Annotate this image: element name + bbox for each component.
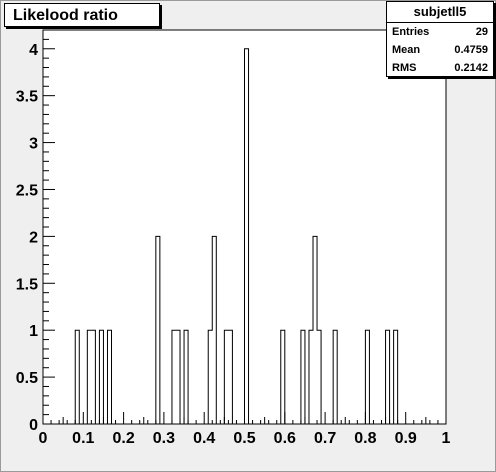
histogram-bin — [394, 330, 398, 424]
y-tick-label: 1.5 — [16, 276, 38, 293]
stats-histogram-name: subjetll5 — [387, 2, 493, 23]
y-tick-label: 0 — [29, 417, 38, 434]
y-tick-label: 2.5 — [16, 182, 38, 199]
y-tick-label: 3 — [29, 136, 38, 153]
x-tick-label: 0.2 — [112, 430, 134, 447]
histogram-bin — [172, 330, 176, 424]
chart-title: Likelood ratio — [4, 3, 160, 27]
stats-value: 0.4759 — [454, 44, 488, 56]
stats-value: 0.2142 — [454, 62, 488, 74]
histogram-bin — [176, 330, 180, 424]
x-tick-label: 0.5 — [233, 430, 255, 447]
histogram-bin — [208, 330, 212, 424]
histogram-bin — [91, 330, 95, 424]
histogram-bin — [87, 330, 91, 424]
stats-row-rms: RMS 0.2142 — [387, 59, 493, 77]
histogram-bin — [184, 330, 188, 424]
histogram-bin — [212, 236, 216, 424]
stats-value: 29 — [475, 26, 488, 38]
histogram-bin — [107, 330, 111, 424]
y-tick-label: 4 — [29, 42, 38, 59]
y-tick-label: 1 — [29, 323, 38, 340]
x-tick-label: 0.4 — [193, 430, 215, 447]
x-tick-label: 0.3 — [153, 430, 175, 447]
x-tick-label: 0 — [39, 430, 48, 447]
histogram-bin — [228, 330, 232, 424]
x-tick-label: 0.9 — [395, 430, 417, 447]
x-tick-label: 1 — [442, 430, 451, 447]
x-tick-label: 0.6 — [274, 430, 296, 447]
x-tick-label: 0.1 — [72, 430, 94, 447]
histogram-bin — [245, 49, 249, 424]
histogram-bin — [156, 236, 160, 424]
stats-label: Mean — [392, 44, 421, 56]
y-tick-label: 3.5 — [16, 89, 38, 106]
x-axis-ticks: 0 0.1 0.2 0.3 0.4 0.5 0.6 0.7 0.8 0.9 1 — [39, 412, 451, 447]
histogram-bin — [333, 330, 337, 424]
stats-label: RMS — [392, 62, 417, 74]
histogram-bin — [313, 236, 317, 424]
x-tick-label: 0.8 — [354, 430, 376, 447]
y-axis-ticks: 0 0.5 1 1.5 2 2.5 3 3.5 4 — [16, 29, 55, 434]
histogram-bin — [386, 330, 390, 424]
histogram-bin — [75, 330, 79, 424]
stats-label: Entries — [392, 26, 430, 38]
x-tick-label: 0.7 — [314, 430, 336, 447]
stats-row-entries: Entries 29 — [387, 23, 493, 41]
histogram-bin — [365, 330, 369, 424]
histogram-bin — [224, 330, 228, 424]
histogram-bin — [281, 330, 285, 424]
histogram-bin — [317, 330, 321, 424]
stats-row-mean: Mean 0.4759 — [387, 41, 493, 59]
y-tick-label: 0.5 — [16, 370, 38, 387]
y-tick-label: 2 — [29, 229, 38, 246]
histogram-bin — [309, 330, 313, 424]
stats-box: subjetll5 Entries 29 Mean 0.4759 RMS 0.2… — [386, 1, 494, 77]
histogram-bin — [99, 330, 103, 424]
histogram-bin — [301, 330, 305, 424]
